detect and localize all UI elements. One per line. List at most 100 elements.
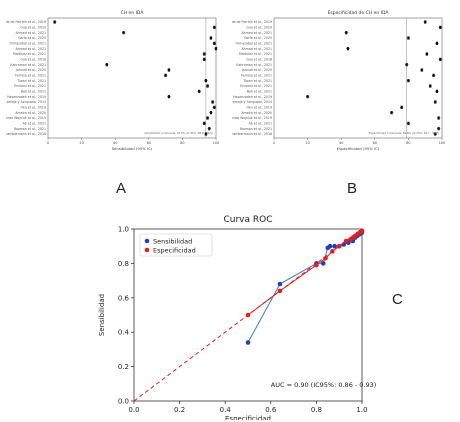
roc-x-tick-label: 0.4 — [220, 406, 232, 414]
roc-data-point — [332, 243, 337, 249]
forest-study-label: Martínez et al., 2021 — [239, 52, 272, 56]
forest-study-label: Guo et al., 2018 — [20, 58, 46, 62]
forest-study-label: Ercolani et al., 2021 — [14, 84, 46, 88]
forest-x-axis-label: Sensibilidad (95% IC) — [112, 146, 153, 151]
forest-study-label: Guo et al., 2020 — [20, 26, 46, 30]
forest-point-estimate — [167, 95, 171, 99]
roc-y-tick-label: 1.0 — [118, 226, 129, 234]
forest-study-label: Martínez et al., 2021 — [13, 52, 46, 56]
forest-study-label: Rozman et al., 2021 — [240, 127, 272, 131]
forest-study-label: Garfa et al., 2020 — [244, 36, 272, 40]
forest-point-estimate — [434, 100, 437, 104]
forest-study-label: Ahmed et al., 2021 — [15, 31, 46, 35]
forest-study-label: Chambermann et al., 2018 — [232, 132, 272, 136]
roc-x-axis-label: Especificidad — [225, 415, 271, 420]
panel-label-c: C — [392, 291, 403, 308]
forest-study-label: Ferrosa et al., 2021 — [15, 74, 46, 78]
forest-study-label: Ahmad et al., 2021 — [15, 47, 46, 51]
forest-study-label: Ferrosa et al., 2021 — [241, 74, 272, 78]
forest-point-estimate — [424, 20, 427, 24]
forest-study-label: Oku et al., 2019 — [246, 106, 272, 110]
roc-x-tick-label: 0.0 — [128, 406, 139, 414]
forest-study-label: Garfa et al., 2020 — [18, 36, 46, 40]
forest-study-label: Ramos Wojniuk et al., 2019 — [6, 116, 46, 120]
forest-study-label: Tiwari et al., 2021 — [242, 79, 272, 83]
forest-point-estimate — [105, 63, 108, 67]
forest-point-estimate — [429, 84, 432, 88]
roc-y-tick-label: 0.6 — [118, 294, 130, 302]
forest-point-estimate — [432, 73, 435, 77]
forest-study-label: Ameira et al., 2020 — [241, 111, 272, 115]
forest-study-label: Tiwari et al., 2021 — [16, 79, 46, 83]
forest-study-label: Hasanzadeh et al., 2019 — [7, 95, 46, 99]
forest-x-tick-label: 40 — [339, 141, 343, 145]
forest-x-tick-label: 20 — [305, 141, 309, 145]
roc-x-tick-label: 0.6 — [265, 406, 277, 414]
forest-point-estimate — [53, 20, 56, 24]
forest-point-estimate — [407, 121, 410, 125]
forest-point-estimate — [211, 100, 214, 104]
roc-data-point — [314, 262, 319, 268]
forest-point-estimate — [439, 57, 442, 61]
forest-x-tick-label: 100 — [213, 141, 219, 145]
forest-study-label: Ramos Wojniuk et al., 2019 — [232, 116, 272, 120]
roc-legend-label: Sensibilidad — [153, 238, 192, 246]
forest-frame — [47, 17, 217, 139]
forest-study-label: Pirámide de Ferritin et al., 2019 — [6, 20, 46, 24]
forest-x-tick-label: 40 — [113, 141, 117, 145]
forest-study-label: Guo et al., 2018 — [246, 58, 272, 62]
roc-curve-chart: Curva ROC 0.0 0.2 0.4 0.6 0.8 1.0 0.0 0.2 0.4 0.6 0… — [98, 215, 376, 420]
forest-point-estimate — [213, 41, 216, 45]
forest-point-estimate — [390, 111, 393, 115]
forest-point-estimate — [122, 31, 125, 35]
roc-data-point — [343, 238, 349, 244]
forest-point-estimate — [209, 111, 213, 115]
roc-x-tick-label: 1.0 — [356, 406, 367, 414]
forest-point-estimate — [203, 121, 206, 125]
roc-data-point — [359, 228, 365, 234]
panel-label-a: A — [116, 180, 127, 197]
forest-study-label: Jamudi et al., 2020 — [241, 68, 272, 72]
roc-y-tick-label: 0.2 — [118, 363, 129, 371]
forest-study-label: Ahmad et al., 2021 — [241, 47, 272, 51]
forest-point-estimate — [346, 47, 350, 51]
forest-point-estimate — [420, 68, 423, 72]
forest-point-estimate — [206, 84, 209, 88]
roc-data-point — [327, 243, 333, 249]
forest-study-label: Jamudi et al., 2020 — [15, 68, 46, 72]
forest-x-tick-label: 80 — [180, 141, 184, 145]
forest-point-estimate — [203, 57, 206, 61]
forest-study-label: Ormazábal et al., 2021 — [235, 42, 272, 46]
forest-x-tick-label: 80 — [406, 141, 410, 145]
forest-point-estimate — [206, 116, 209, 120]
roc-y-tick-label: 0.4 — [118, 329, 130, 337]
forest-point-estimate — [405, 63, 408, 67]
forest-study-label: Kahraman et al., 2021 — [10, 63, 46, 67]
panel-label-b: B — [347, 180, 358, 197]
forest-x-tick-label: 0 — [47, 141, 49, 145]
forest-x-tick-label: 60 — [373, 141, 377, 145]
forest-study-label: Guo et al., 2020 — [246, 26, 272, 30]
forest-point-estimate — [214, 47, 218, 51]
forest-title: Especificidad de CH en IDA — [328, 10, 390, 16]
forest-point-estimate — [203, 52, 206, 56]
roc-title: Curva ROC — [223, 215, 272, 225]
roc-data-point — [245, 340, 251, 345]
roc-legend-marker — [144, 238, 150, 244]
forest-study-label: Karamaje y Sengupta, 2014 — [6, 100, 46, 104]
forest-study-label: Ball et al., 2021 — [247, 90, 272, 94]
forest-point-estimate — [437, 127, 440, 131]
forest-x-tick-label: 0 — [273, 141, 275, 145]
roc-data-point — [277, 288, 283, 294]
forest-point-estimate — [164, 73, 167, 77]
roc-data-point — [336, 243, 342, 249]
forest-point-estimate — [437, 116, 440, 120]
forest-study-label: Kahraman et al., 2021 — [236, 63, 272, 67]
roc-data-point — [245, 312, 251, 318]
forest-point-estimate — [435, 41, 439, 45]
forest-pooled-annotation: Especificidad combinada: 89.8% (IC 95%: … — [369, 131, 439, 135]
forest-point-estimate — [208, 127, 211, 131]
roc-y-tick-label: 0.0 — [118, 398, 129, 406]
forest-frame — [273, 17, 443, 139]
forest-point-estimate — [198, 89, 201, 93]
